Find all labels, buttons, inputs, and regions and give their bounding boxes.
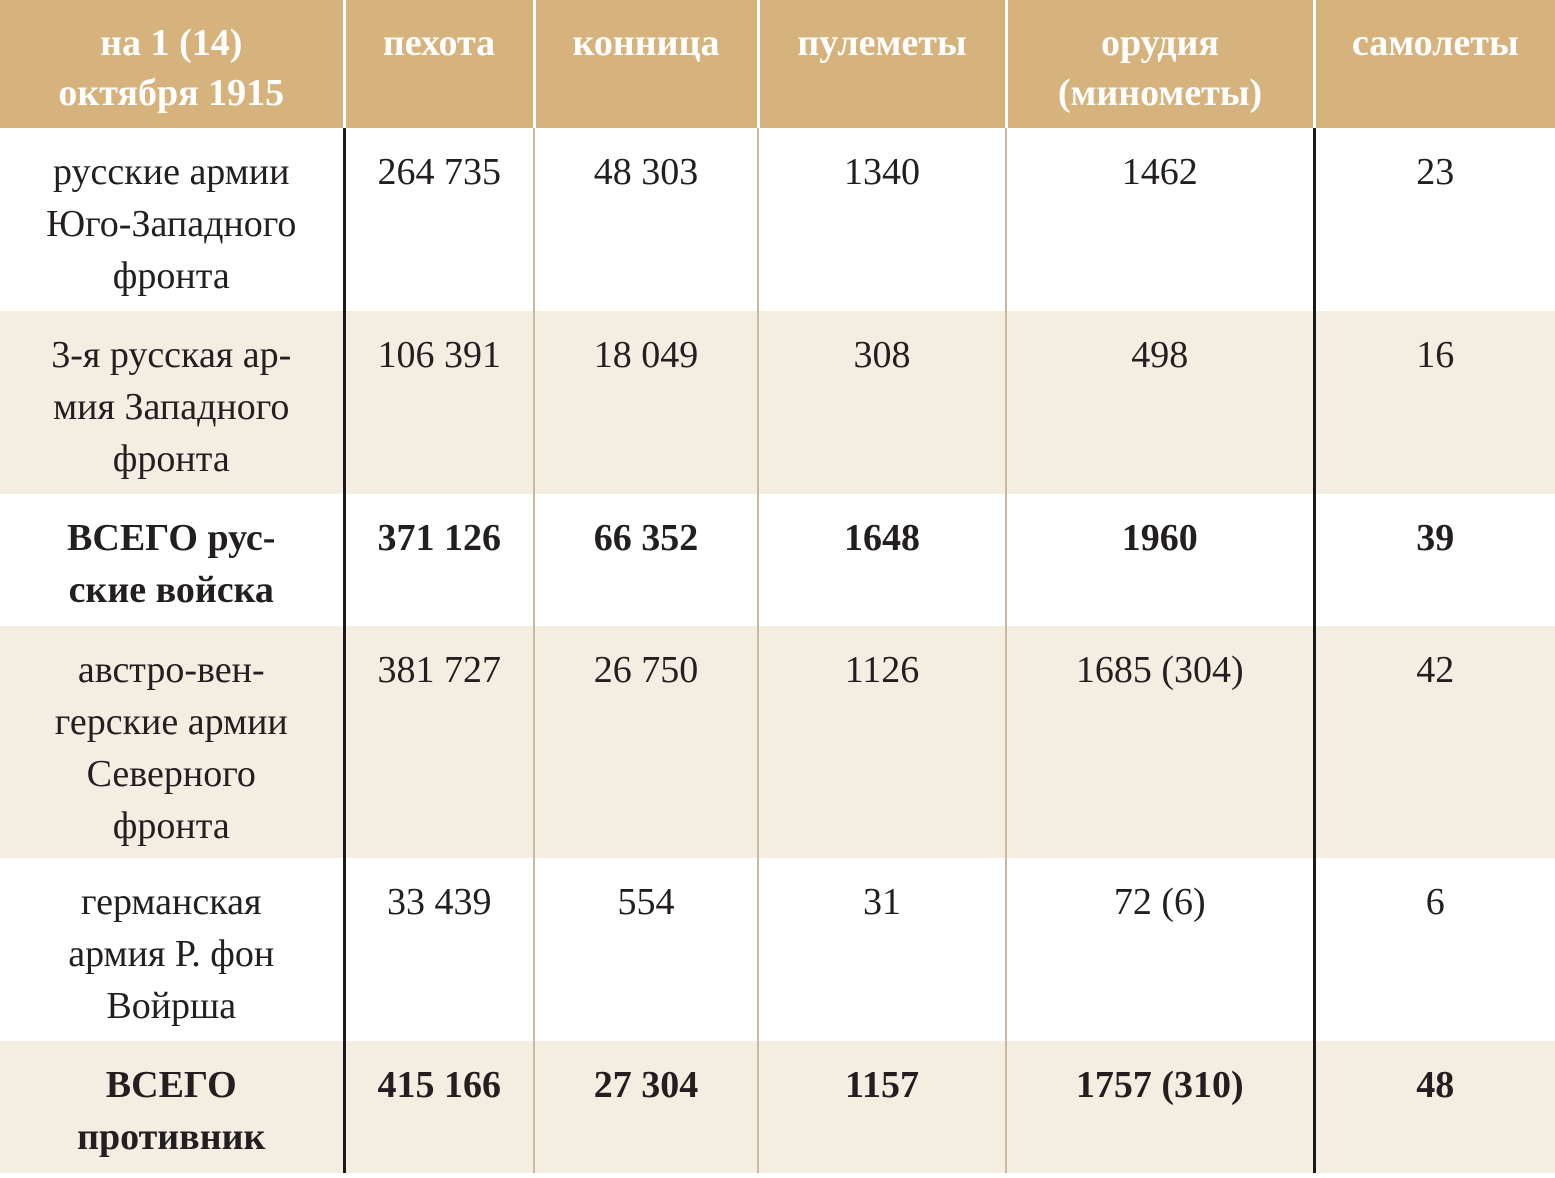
row-label-text: германская армия Р. фон Войрша bbox=[68, 881, 275, 1027]
header-date-label: на 1 (14) октября 1915 bbox=[58, 22, 285, 114]
cell-aircraft: 42 bbox=[1312, 626, 1555, 858]
row-label: русские армии Юго-Западного фронта bbox=[0, 128, 344, 311]
cell-machine-guns: 31 bbox=[757, 858, 1006, 1041]
cell-cavalry: 554 bbox=[533, 858, 758, 1041]
cell-guns: 1960 bbox=[1005, 494, 1314, 626]
cell-cavalry: 26 750 bbox=[533, 626, 758, 858]
cell-infantry: 381 727 bbox=[342, 626, 534, 858]
cell-guns: 1685 (304) bbox=[1005, 626, 1314, 858]
cell-cavalry: 66 352 bbox=[533, 494, 758, 626]
table-row: русские армии Юго-Западного фронта 264 7… bbox=[0, 128, 1555, 311]
cell-machine-guns: 1157 bbox=[757, 1041, 1006, 1173]
cell-aircraft: 16 bbox=[1312, 311, 1555, 494]
header-aircraft: самолеты bbox=[1312, 0, 1555, 128]
row-label: австро-вен- герские армии Северного фрон… bbox=[0, 626, 344, 858]
header-row: на 1 (14) октября 1915 пехота конница пу… bbox=[0, 0, 1555, 128]
row-label-text: ВСЕГО рус- ские войска bbox=[67, 517, 276, 611]
header-infantry: пехота bbox=[342, 0, 534, 128]
table-row: германская армия Р. фон Войрша 33 439 55… bbox=[0, 858, 1555, 1041]
cell-infantry: 415 166 bbox=[342, 1041, 534, 1173]
cell-infantry: 106 391 bbox=[342, 311, 534, 494]
cell-machine-guns: 1126 bbox=[757, 626, 1006, 858]
cell-aircraft: 6 bbox=[1312, 858, 1555, 1041]
header-date: на 1 (14) октября 1915 bbox=[0, 0, 344, 128]
cell-cavalry: 27 304 bbox=[533, 1041, 758, 1173]
cell-aircraft: 23 bbox=[1312, 128, 1555, 311]
cell-infantry: 371 126 bbox=[342, 494, 534, 626]
row-label: германская армия Р. фон Войрша bbox=[0, 858, 344, 1041]
table-body: русские армии Юго-Западного фронта 264 7… bbox=[0, 128, 1555, 1173]
total-row-russian: ВСЕГО рус- ские войска 371 126 66 352 16… bbox=[0, 494, 1555, 626]
row-label-text: австро-вен- герские армии Северного фрон… bbox=[54, 649, 288, 847]
cell-infantry: 33 439 bbox=[342, 858, 534, 1041]
cell-aircraft: 39 bbox=[1312, 494, 1555, 626]
header-machine-guns-label: пулеметы bbox=[797, 22, 967, 64]
cell-infantry: 264 735 bbox=[342, 128, 534, 311]
header-machine-guns: пулеметы bbox=[756, 0, 1006, 128]
header-aircraft-label: самолеты bbox=[1351, 22, 1519, 64]
cell-guns: 1462 bbox=[1005, 128, 1314, 311]
row-label: 3-я русская ар- мия Западного фронта bbox=[0, 311, 344, 494]
row-label-text: 3-я русская ар- мия Западного фронта bbox=[51, 334, 292, 480]
row-label-text: русские армии Юго-Западного фронта bbox=[46, 151, 297, 297]
header-cavalry-label: конница bbox=[572, 22, 720, 64]
header-guns-label: орудия (минометы) bbox=[1057, 22, 1263, 114]
cell-cavalry: 18 049 bbox=[533, 311, 758, 494]
table-header: на 1 (14) октября 1915 пехота конница пу… bbox=[0, 0, 1555, 128]
table-row: австро-вен- герские армии Северного фрон… bbox=[0, 626, 1555, 858]
header-infantry-label: пехота bbox=[382, 22, 496, 64]
cell-aircraft: 48 bbox=[1312, 1041, 1555, 1173]
header-guns: орудия (минометы) bbox=[1004, 0, 1314, 128]
table-row: 3-я русская ар- мия Западного фронта 106… bbox=[0, 311, 1555, 494]
row-label: ВСЕГО рус- ские войска bbox=[0, 494, 344, 626]
cell-guns: 1757 (310) bbox=[1005, 1041, 1314, 1173]
row-label-text: ВСЕГО противник bbox=[77, 1064, 266, 1158]
cell-machine-guns: 308 bbox=[757, 311, 1006, 494]
cell-machine-guns: 1340 bbox=[757, 128, 1006, 311]
total-row-enemy: ВСЕГО противник 415 166 27 304 1157 1757… bbox=[0, 1041, 1555, 1173]
cell-guns: 72 (6) bbox=[1005, 858, 1314, 1041]
header-cavalry: конница bbox=[532, 0, 758, 128]
cell-guns: 498 bbox=[1005, 311, 1314, 494]
cell-machine-guns: 1648 bbox=[757, 494, 1006, 626]
row-label: ВСЕГО противник bbox=[0, 1041, 344, 1173]
cell-cavalry: 48 303 bbox=[533, 128, 758, 311]
